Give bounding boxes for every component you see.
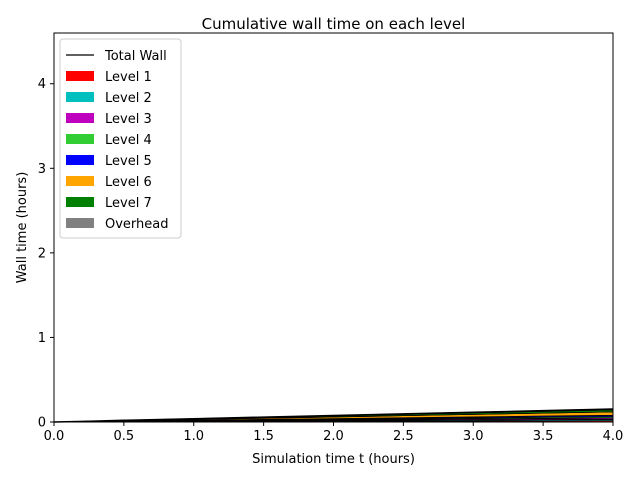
legend-swatch-series-8 <box>66 218 94 228</box>
y-tick-label: 4 <box>38 77 46 92</box>
legend-label-series-5: Level 5 <box>105 154 152 169</box>
x-tick-label: 2.5 <box>393 429 414 444</box>
legend-swatch-series-6 <box>66 176 94 186</box>
x-tick-label: 4.0 <box>603 429 624 444</box>
y-tick-label: 2 <box>38 246 46 261</box>
legend-swatch-series-1 <box>66 71 94 81</box>
legend-swatch-series-3 <box>66 113 94 123</box>
legend-swatch-series-2 <box>66 92 94 102</box>
y-tick-label: 0 <box>38 416 46 431</box>
x-tick-label: 3.5 <box>533 429 554 444</box>
x-tick-label: 2.0 <box>323 429 344 444</box>
total-line-group <box>53 408 614 423</box>
legend-label-total-wall: Total Wall <box>104 49 167 64</box>
legend-label-series-7: Level 7 <box>105 196 152 211</box>
x-tick-label: 0.5 <box>114 429 135 444</box>
legend-label-series-6: Level 6 <box>105 175 152 190</box>
legend-label-series-2: Level 2 <box>105 91 152 106</box>
x-axis-ticks: 0.0 0.5 1.0 1.5 2.0 2.5 3.0 3.5 4.0 <box>44 422 624 444</box>
y-tick-label: 3 <box>38 162 46 177</box>
legend-swatch-series-5 <box>66 155 94 165</box>
x-tick-label: 1.5 <box>253 429 274 444</box>
legend-box <box>59 38 182 239</box>
total-wall-line <box>53 408 614 423</box>
legend-label-series-8: Overhead <box>105 217 169 232</box>
legend-swatch-series-4 <box>66 134 94 144</box>
legend-label-series-3: Level 3 <box>105 112 152 127</box>
x-axis-label: Simulation time t (hours) <box>252 452 415 467</box>
legend-label-series-4: Level 4 <box>105 133 152 148</box>
legend-swatch-series-7 <box>66 197 94 207</box>
x-tick-label: 3.0 <box>463 429 484 444</box>
legend-label-series-1: Level 1 <box>105 70 152 85</box>
x-tick-label: 0.0 <box>44 429 65 444</box>
y-axis-label: Wall time (hours) <box>15 172 30 284</box>
legend: Total Wall Level 1 Level 2 Level 3 Level 4 Le… <box>59 38 182 239</box>
y-tick-label: 1 <box>38 331 46 346</box>
x-tick-label: 1.0 <box>183 429 204 444</box>
chart-title: Cumulative wall time on each level <box>202 15 466 33</box>
y-axis-ticks: 0 1 2 3 4 <box>38 77 54 431</box>
